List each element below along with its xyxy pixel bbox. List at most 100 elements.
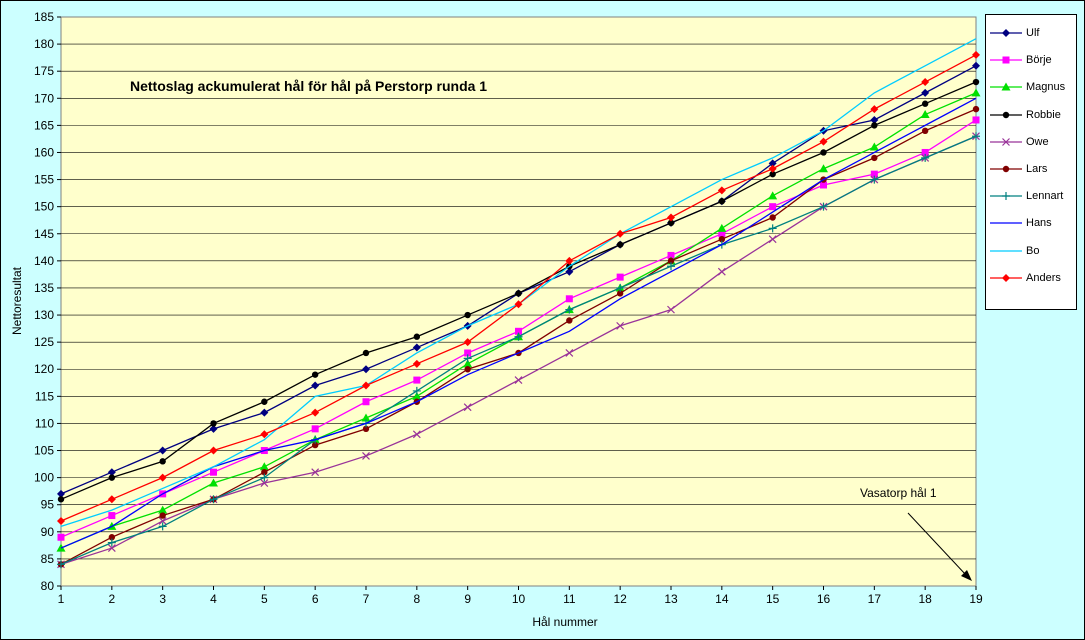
- data-point: [616, 229, 625, 238]
- data-point: [616, 290, 624, 297]
- data-point: [362, 349, 370, 357]
- data-point: [768, 224, 777, 233]
- legend-label: Lars: [1026, 163, 1048, 175]
- y-tick-label: 100: [34, 471, 54, 485]
- data-point: [362, 381, 370, 390]
- legend-item: Robbie: [986, 106, 1078, 126]
- y-tick-label: 175: [34, 64, 54, 78]
- legend-item: Magnus: [986, 78, 1078, 98]
- data-point: [108, 512, 116, 520]
- x-axis: 1 2 3 4 5 6 7 8 9 10 11 12 13 14 15 16 17 18 19: [58, 586, 983, 606]
- legend-item: Börje: [986, 51, 1078, 71]
- x-tick-label: 2: [108, 592, 115, 606]
- x-tick-label: 1: [58, 592, 65, 606]
- legend-item: Ulf: [986, 24, 1078, 44]
- data-point: [769, 214, 776, 221]
- data-point: [107, 495, 116, 504]
- y-tick-label: 130: [34, 308, 54, 322]
- y-tick-label: 165: [34, 118, 54, 132]
- data-point: [412, 343, 421, 352]
- data-point: [514, 332, 523, 341]
- y-tick-label: 85: [41, 552, 55, 566]
- data-point: [311, 441, 319, 449]
- data-point: [463, 338, 472, 347]
- data-point: [870, 175, 879, 184]
- legend-label: Bo: [1026, 244, 1040, 257]
- legend-label: Magnus: [1026, 81, 1066, 94]
- y-tick-label: 180: [34, 37, 54, 51]
- data-point: [107, 538, 116, 547]
- data-point: [514, 376, 523, 385]
- legend-marker: [1002, 273, 1010, 282]
- legend-marker: [1002, 165, 1010, 173]
- data-point: [972, 105, 980, 113]
- data-point: [972, 61, 980, 70]
- data-point: [413, 376, 421, 384]
- legend-item: Bo: [986, 242, 1078, 262]
- y-tick-label: 125: [34, 335, 54, 349]
- data-point: [260, 479, 269, 487]
- data-point: [768, 164, 777, 173]
- data-point: [921, 88, 930, 97]
- y-tick-label: 80: [41, 579, 55, 593]
- series-group: [56, 38, 981, 569]
- data-point: [362, 452, 370, 460]
- data-point: [412, 359, 421, 368]
- legend-swatch: [990, 82, 1022, 91]
- x-axis-label: Hål nummer: [532, 615, 597, 629]
- x-tick-label: 3: [159, 592, 166, 606]
- annotation-text: Vasatorp hål 1: [860, 486, 937, 500]
- data-point: [667, 219, 675, 227]
- data-point: [869, 142, 879, 151]
- data-point: [768, 191, 778, 200]
- data-point: [108, 474, 116, 481]
- data-point: [259, 462, 269, 471]
- legend-marker: [1001, 82, 1011, 91]
- data-point: [667, 213, 675, 222]
- legend-item: Anders: [986, 269, 1078, 289]
- data-point: [464, 349, 472, 357]
- legend-marker: [1002, 137, 1010, 146]
- y-tick-label: 115: [35, 389, 54, 403]
- y-tick-label: 140: [34, 254, 54, 268]
- x-tick-label: 11: [563, 592, 576, 606]
- y-tick-label: 120: [34, 362, 54, 376]
- data-point: [972, 116, 980, 124]
- legend-item: Lennart: [986, 187, 1078, 207]
- legend-swatch: [990, 222, 1022, 225]
- data-point: [57, 489, 65, 498]
- data-point: [311, 425, 319, 433]
- data-point: [718, 235, 726, 243]
- data-point: [261, 469, 268, 476]
- data-point: [311, 468, 320, 477]
- data-point: [362, 425, 370, 433]
- data-point: [209, 495, 218, 504]
- data-point: [57, 533, 65, 541]
- data-point: [412, 430, 421, 439]
- y-tick-label: 110: [35, 416, 54, 430]
- data-point: [820, 181, 827, 189]
- data-point: [412, 386, 421, 395]
- data-point: [871, 154, 878, 162]
- data-point: [158, 522, 167, 531]
- legend-swatch: [990, 137, 1022, 146]
- data-point: [260, 408, 269, 417]
- data-point: [261, 398, 268, 405]
- data-point: [819, 164, 828, 173]
- data-point: [971, 88, 981, 97]
- data-point: [158, 446, 167, 455]
- data-point: [921, 78, 930, 87]
- data-point: [515, 290, 522, 297]
- data-point: [362, 365, 370, 374]
- x-tick-label: 17: [868, 592, 882, 606]
- legend: Ulf Börje Magnus Robbie Owe Lars Lennart Hans Bo…: [985, 14, 1077, 310]
- x-tick-label: 8: [413, 592, 420, 606]
- data-point: [57, 516, 65, 525]
- legend-marker: [1002, 29, 1010, 37]
- legend-label: Börje: [1026, 54, 1052, 67]
- series-anders: [57, 50, 980, 525]
- x-tick-label: 18: [918, 592, 932, 606]
- x-tick-label: 9: [464, 592, 471, 606]
- y-axis: 80 85 90 95 100 105 110 115 120 125 130 135 140 145 15…: [34, 10, 61, 593]
- data-point: [107, 544, 116, 552]
